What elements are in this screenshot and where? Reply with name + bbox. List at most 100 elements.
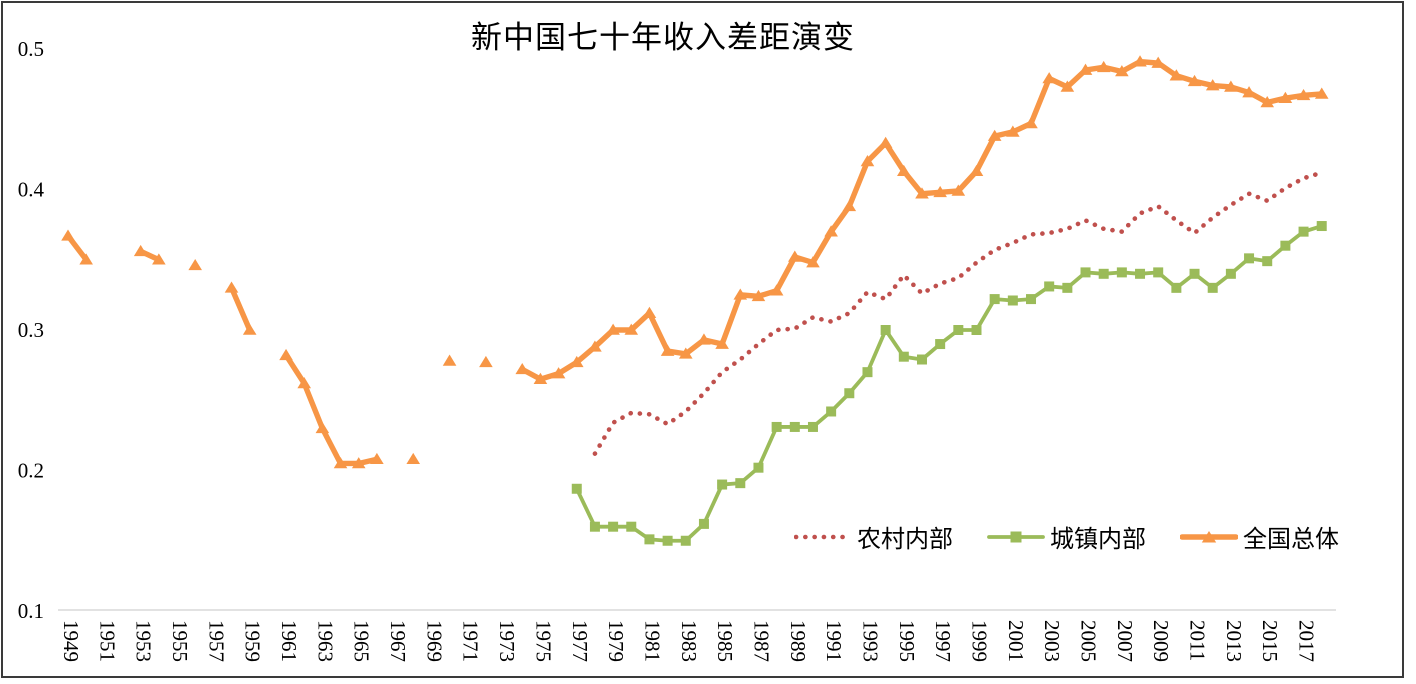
triangle-marker xyxy=(842,199,857,212)
square-marker xyxy=(771,421,782,432)
x-axis-tick-label: 1961 xyxy=(277,620,301,662)
x-axis-tick-label: 1957 xyxy=(204,620,228,662)
triangle-marker xyxy=(1115,65,1129,77)
triangle-marker xyxy=(697,333,711,345)
square-marker xyxy=(898,351,909,362)
y-axis-tick-label: 0.3 xyxy=(18,318,44,342)
series-line-2 xyxy=(228,285,253,333)
triangle-marker xyxy=(351,457,366,469)
triangle-marker xyxy=(915,187,929,199)
square-marker xyxy=(1044,281,1055,292)
triangle-marker xyxy=(878,136,893,148)
square-marker xyxy=(1007,295,1018,306)
triangle-marker xyxy=(442,354,457,366)
x-axis-tick-label: 1975 xyxy=(531,620,555,662)
triangle-marker xyxy=(1187,74,1202,87)
square-marker xyxy=(1062,282,1073,293)
square-marker xyxy=(880,325,891,335)
triangle-marker xyxy=(824,225,838,237)
triangle-marker xyxy=(678,347,693,359)
triangle-marker xyxy=(1078,63,1093,75)
square-marker xyxy=(1135,268,1146,279)
square-marker xyxy=(680,535,691,546)
triangle-marker xyxy=(1096,60,1111,73)
triangle-marker xyxy=(806,256,820,268)
legend-item-rural: 农村内部 xyxy=(794,519,953,554)
triangle-marker xyxy=(1060,80,1075,92)
square-marker xyxy=(971,325,982,335)
square-marker xyxy=(807,421,818,432)
x-axis-tick-label: 1959 xyxy=(241,620,265,662)
triangle-marker xyxy=(1224,80,1238,92)
x-axis-tick-label: 1991 xyxy=(822,620,846,662)
triangle-marker xyxy=(152,253,166,265)
triangle-marker xyxy=(606,323,620,335)
y-axis-tick-label: 0.1 xyxy=(18,599,44,623)
y-axis-tick-label: 0.4 xyxy=(18,178,45,202)
square-marker xyxy=(1244,253,1255,264)
x-axis-tick-label: 1985 xyxy=(713,620,737,662)
triangle-marker xyxy=(788,250,802,262)
square-marker xyxy=(571,483,582,494)
square-marker xyxy=(1080,267,1091,278)
x-axis-tick-label: 1993 xyxy=(858,620,882,662)
square-marker xyxy=(789,421,800,432)
triangle-marker xyxy=(333,457,348,469)
legend-item-urban: 城镇内部 xyxy=(987,519,1146,554)
dotted-line-sample xyxy=(794,534,852,539)
triangle-marker xyxy=(1205,79,1220,91)
square-marker xyxy=(935,339,946,350)
legend-label-urban: 城镇内部 xyxy=(1050,527,1146,553)
square-marker xyxy=(1153,267,1164,278)
square-marker xyxy=(1189,268,1200,279)
x-axis-tick-label: 1981 xyxy=(640,620,664,662)
triangle-marker xyxy=(751,289,766,302)
triangle-marker xyxy=(897,164,911,177)
square-marker xyxy=(826,406,837,417)
triangle-marker xyxy=(1133,55,1147,67)
x-axis-tick-label: 2009 xyxy=(1149,620,1173,662)
x-axis-tick-label: 2001 xyxy=(1004,620,1028,662)
x-axis-tick-label: 1969 xyxy=(422,620,446,662)
triangle-marker xyxy=(297,376,312,389)
x-axis-tick-label: 1977 xyxy=(568,620,592,662)
x-axis-tick-label: 2017 xyxy=(1295,620,1319,662)
legend-square-marker xyxy=(1010,531,1022,542)
triangle-marker xyxy=(515,362,530,375)
square-marker xyxy=(844,388,855,399)
triangle-marker xyxy=(624,323,639,335)
square-marker xyxy=(717,479,728,490)
triangle-marker xyxy=(1314,87,1329,99)
legend-label-rural: 农村内部 xyxy=(857,527,953,553)
triangle-marker xyxy=(1151,56,1165,68)
square-marker xyxy=(626,521,637,532)
triangle-marker xyxy=(242,323,257,335)
chart-title: 新中国七十年收入差距演变 xyxy=(471,20,855,55)
triangle-marker xyxy=(588,340,602,352)
triangle-marker xyxy=(1024,117,1038,129)
triangle-marker xyxy=(969,164,984,177)
x-axis-tick-label: 1979 xyxy=(604,620,628,662)
triangle-marker xyxy=(715,337,729,349)
triangle-marker xyxy=(1296,88,1311,101)
triangle-marker xyxy=(660,344,675,356)
square-marker xyxy=(989,294,1000,305)
triangle-marker xyxy=(860,155,875,167)
triangle-marker xyxy=(61,229,75,241)
square-marker xyxy=(953,325,964,335)
square-marker xyxy=(1316,221,1327,232)
x-axis-tick-label: 1951 xyxy=(95,620,119,662)
triangle-marker-line-sample xyxy=(1180,530,1238,542)
triangle-marker xyxy=(1169,69,1184,81)
x-axis-tick-label: 1949 xyxy=(59,620,83,662)
legend-item-national: 全国总体 xyxy=(1180,519,1339,554)
series-line-0 xyxy=(592,170,1325,456)
triangle-marker xyxy=(642,306,657,318)
square-marker xyxy=(1262,256,1273,267)
x-axis-tick-label: 2007 xyxy=(1113,620,1137,662)
triangle-marker xyxy=(1242,86,1256,98)
square-marker xyxy=(916,354,927,365)
square-marker xyxy=(644,534,655,545)
